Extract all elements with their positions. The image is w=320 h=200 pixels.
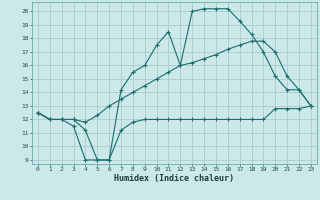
X-axis label: Humidex (Indice chaleur): Humidex (Indice chaleur) bbox=[115, 174, 234, 183]
